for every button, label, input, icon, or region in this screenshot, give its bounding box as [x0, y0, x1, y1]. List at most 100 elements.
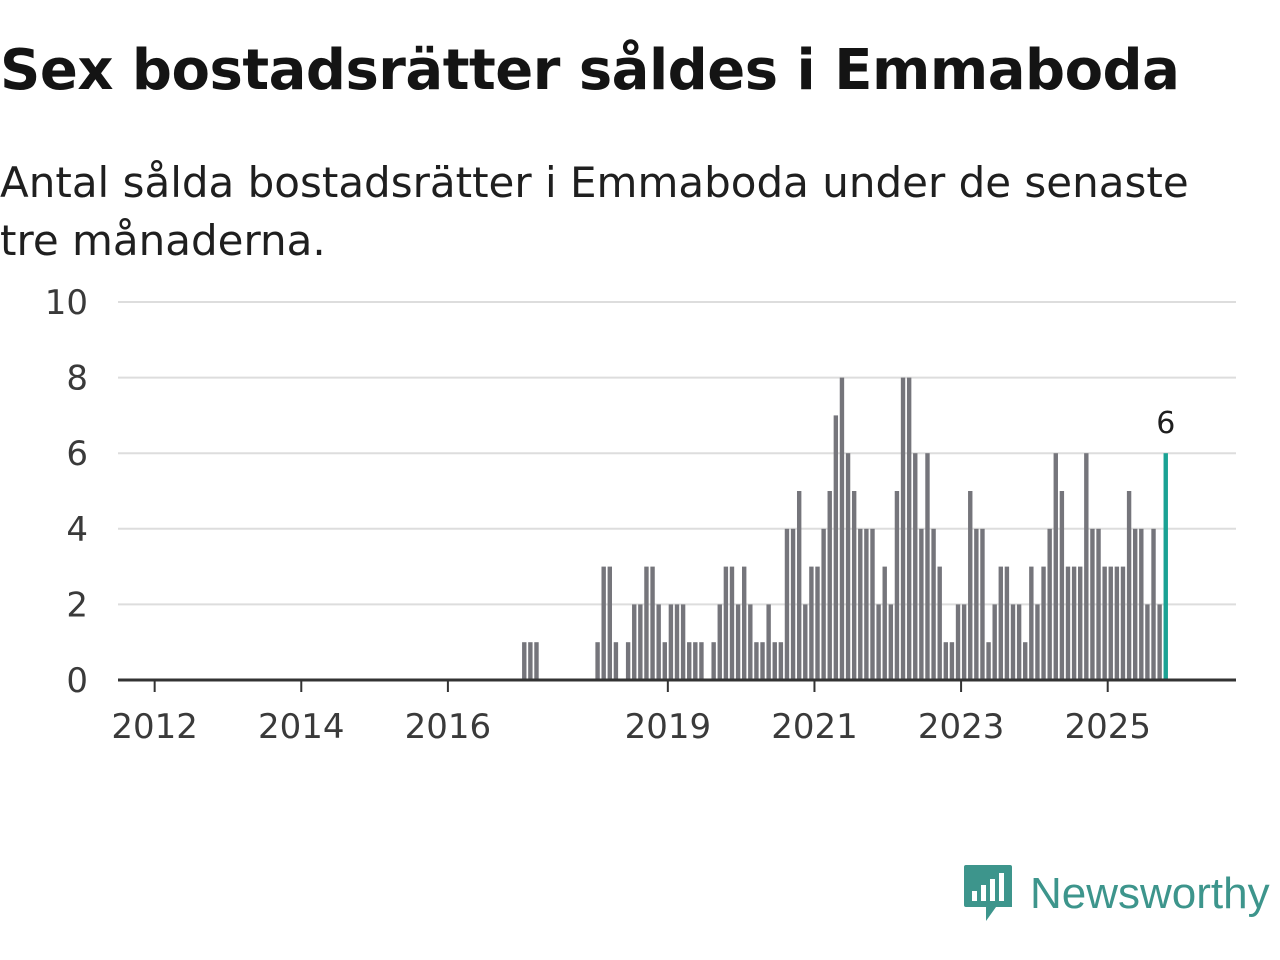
- bar: [699, 642, 704, 680]
- bar: [1004, 566, 1010, 680]
- bar: [760, 642, 765, 680]
- highlight-bar: [1163, 453, 1168, 680]
- bar: [711, 642, 716, 680]
- bar: [845, 453, 851, 680]
- y-tick-label: 8: [66, 359, 88, 399]
- bar: [723, 566, 729, 680]
- bar: [1120, 566, 1126, 680]
- brand-logo: Newsworthy: [962, 862, 1270, 926]
- bar: [1151, 528, 1156, 680]
- bar: [1126, 491, 1132, 680]
- bar: [815, 566, 820, 680]
- bar: [986, 642, 991, 680]
- bar: [729, 566, 735, 680]
- bar: [1065, 566, 1071, 680]
- bar: [1029, 566, 1034, 680]
- bar: [919, 528, 924, 680]
- bar: [680, 604, 686, 680]
- bar: [687, 642, 692, 680]
- bar: [1096, 528, 1101, 680]
- bar: [644, 566, 649, 680]
- bar: [735, 604, 741, 680]
- bar: [748, 604, 753, 680]
- bar: [613, 642, 619, 680]
- bar: [827, 491, 832, 680]
- bar: [968, 491, 973, 680]
- bar: [1016, 604, 1022, 680]
- bar: [528, 642, 533, 680]
- bar: [961, 604, 967, 680]
- bar: [913, 453, 918, 680]
- bar: [1035, 604, 1040, 680]
- brand-name: Newsworthy: [1030, 869, 1270, 918]
- y-tick-label: 2: [66, 585, 88, 625]
- bar: [925, 453, 930, 680]
- bar: [1132, 528, 1138, 680]
- bar: [1023, 642, 1028, 680]
- bar: [1071, 566, 1077, 680]
- x-tick-label: 2014: [258, 707, 345, 747]
- y-tick-label: 4: [66, 510, 88, 550]
- y-tick-label: 0: [66, 661, 88, 701]
- bar: [796, 491, 802, 680]
- bar: [766, 604, 771, 680]
- x-tick-label: 2016: [405, 707, 492, 747]
- bar: [1108, 566, 1113, 680]
- bar: [1041, 566, 1046, 680]
- bar: [1084, 453, 1089, 680]
- bar: [1053, 453, 1058, 680]
- bar: [949, 642, 955, 680]
- bar: [693, 642, 698, 680]
- bar: [882, 566, 887, 680]
- y-tick-label: 6: [66, 434, 88, 474]
- bar: [992, 604, 997, 680]
- bar: [809, 566, 814, 680]
- bar: [778, 642, 784, 680]
- bar: [1102, 566, 1107, 680]
- bar: [656, 604, 661, 680]
- bar: [833, 415, 839, 680]
- bar: [662, 642, 667, 680]
- bar: [625, 642, 631, 680]
- y-tick-label: 10: [45, 283, 88, 323]
- last-value-label: 6: [1156, 406, 1175, 441]
- bar: [1145, 604, 1150, 680]
- bar: [888, 604, 894, 680]
- bar: [1090, 528, 1095, 680]
- bar: [1114, 566, 1120, 680]
- bar: [858, 528, 863, 680]
- bar: [772, 642, 777, 680]
- bar: [650, 566, 655, 680]
- bar: [803, 604, 808, 680]
- bar: [1139, 528, 1144, 680]
- bar: [864, 528, 869, 680]
- bar: [601, 566, 606, 680]
- bar: [1078, 566, 1083, 680]
- bar: [955, 604, 961, 680]
- bar: [943, 642, 949, 680]
- bar-chart: 0 2 4 6 8 10 6 2012 2014 2016 2019 2021 2023 2025: [45, 283, 1236, 747]
- bar: [906, 377, 912, 680]
- bar: [821, 528, 826, 680]
- bar: [894, 491, 900, 680]
- x-tick-label: 2012: [111, 707, 198, 747]
- bar: [851, 491, 857, 680]
- bar: [784, 528, 790, 680]
- bar: [937, 566, 942, 680]
- newsworthy-logo-icon: [964, 865, 1012, 921]
- bar: [1059, 491, 1065, 680]
- bar: [974, 528, 979, 680]
- bar: [632, 604, 637, 680]
- x-tick-label: 2021: [771, 707, 858, 747]
- bar: [607, 566, 612, 680]
- bar: [998, 566, 1003, 680]
- bar: [717, 604, 722, 680]
- bar: [839, 377, 845, 680]
- bar: [638, 604, 643, 680]
- bar: [754, 642, 759, 680]
- bar: [790, 528, 796, 680]
- bar: [1157, 604, 1162, 680]
- bar: [1047, 528, 1052, 680]
- bar: [870, 528, 875, 680]
- x-tick-label: 2019: [625, 707, 712, 747]
